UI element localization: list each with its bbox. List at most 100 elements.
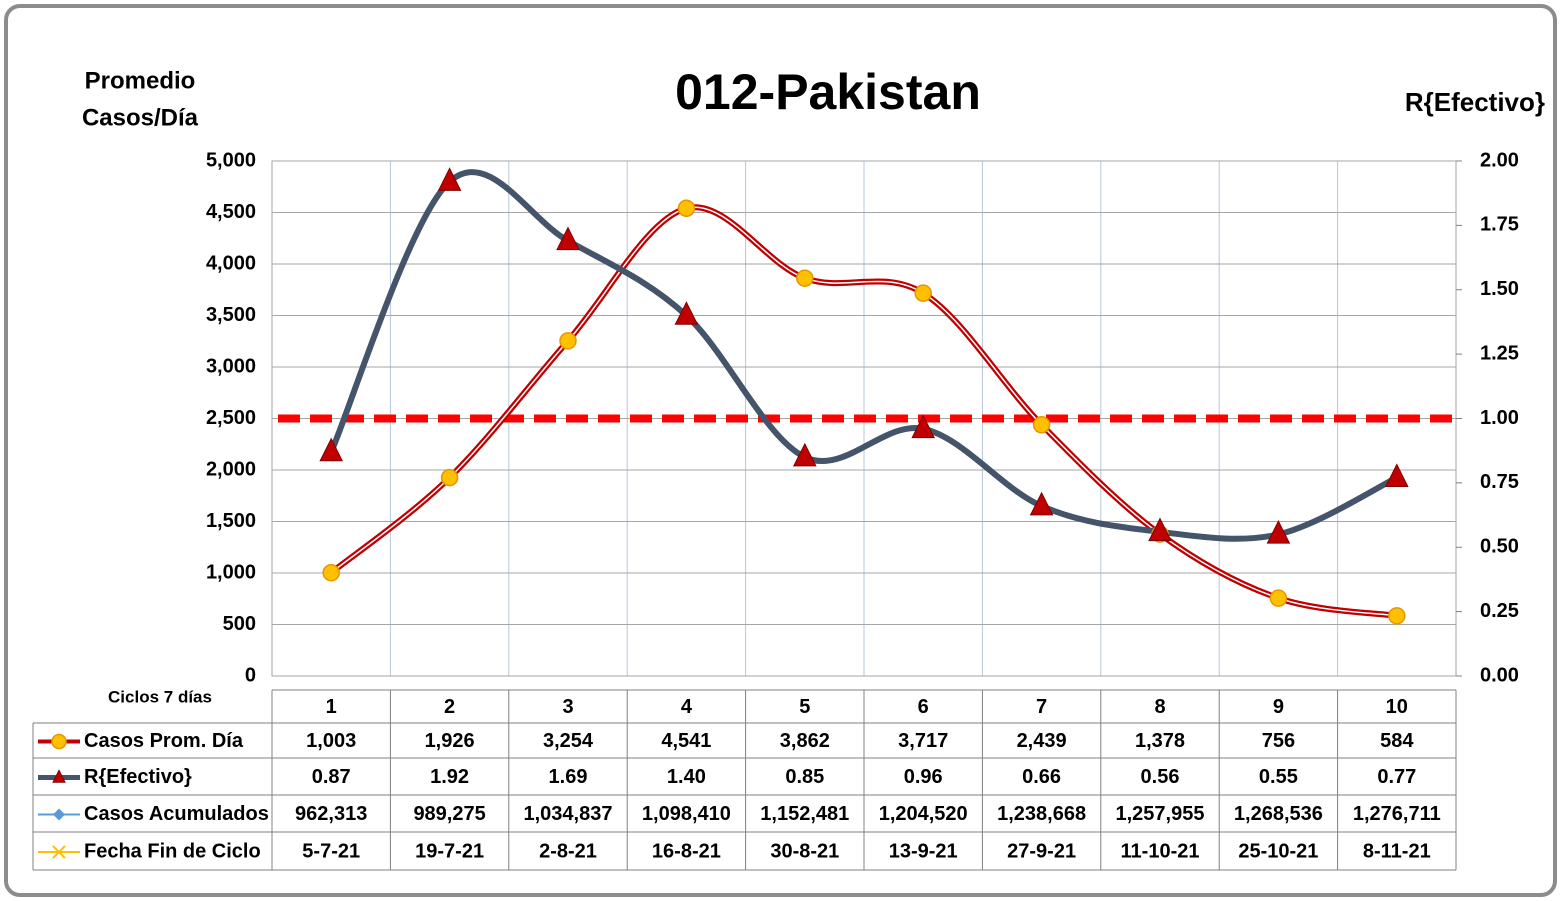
y2-tick-label: 0.25 [1480,600,1519,622]
y-tick-label: 500 [223,613,256,635]
table-cell: 13-9-21 [889,840,958,862]
table-cell: 1,238,668 [997,803,1086,825]
y-tick-label: 4,000 [206,252,256,274]
point-marker [1029,491,1054,516]
table-cell: 1,276,711 [1353,803,1441,825]
legend-label: Fecha Fin de Ciclo [84,840,261,862]
table-cell: 1.92 [430,766,469,788]
point-marker [914,284,932,302]
table-cell: 3,254 [543,730,594,752]
y2-tick-label: 0.00 [1480,664,1519,686]
y2-tick-label: 2.00 [1480,149,1519,171]
table-cell: 1,268,536 [1234,803,1323,825]
y-tick-label: 3,000 [206,355,256,377]
legend-label: R{Efectivo} [84,766,192,788]
series-line-inner [330,206,1397,617]
point-marker [559,332,577,350]
table-cell: 27-9-21 [1007,840,1076,862]
table-cell: 1,098,410 [642,803,731,825]
table-cell: 584 [1380,730,1414,752]
legend-marker [52,769,66,783]
point-marker [440,468,459,487]
chart-title: 012-Pakistan [675,64,981,120]
point-marker [677,199,696,218]
point-marker [1388,607,1406,625]
y-tick-label: 4,500 [206,201,256,223]
legend-label: Casos Acumulados [84,803,269,825]
legend-label: Casos Prom. Día [84,730,244,752]
table-cell: 8-11-21 [1363,840,1431,862]
y2-tick-label: 0.75 [1480,471,1519,493]
y-tick-label: 2,500 [206,407,256,429]
table-cell: 1,926 [425,730,475,752]
table-cell: 1,034,837 [524,803,613,825]
y-tick-label: 1,000 [206,561,256,583]
table-cell: 756 [1262,730,1295,752]
point-marker [1384,463,1409,488]
table-cell: 0.87 [312,766,351,788]
table-cell: 0.56 [1141,766,1180,788]
table-cell: 3,717 [898,730,948,752]
table-cell: 19-7-21 [415,840,484,862]
table-cell: 1,003 [306,730,356,752]
point-marker [911,414,936,439]
y2-tick-label: 0.50 [1480,536,1519,558]
table-label: Ciclos 7 días [108,687,212,706]
table-cell: 1,152,481 [760,803,849,825]
y2-tick-label: 1.00 [1480,407,1519,429]
legend-marker [51,733,67,750]
y-tick-label: 1,500 [206,510,256,532]
table-cell: 30-8-21 [770,840,839,862]
point-marker [674,301,699,325]
point-marker [1266,520,1291,544]
table-cell: 3,862 [780,730,830,752]
y-tick-label: 2,000 [206,458,256,480]
table-cell: 1.40 [667,766,706,788]
table-cell: 1,257,955 [1116,803,1205,825]
x-tick-label: 9 [1273,696,1284,718]
x-tick-label: 10 [1386,696,1408,718]
y-tick-label: 0 [245,664,256,686]
table-cell: 0.55 [1259,766,1298,788]
y2-tick-label: 1.50 [1480,278,1519,300]
point-marker [796,269,814,287]
legend-marker [53,808,65,821]
point-marker [1148,517,1172,542]
table-cell: 25-10-21 [1238,840,1318,862]
y-axis-label: Casos/Día [82,104,199,131]
point-marker [792,442,817,467]
x-tick-label: 2 [444,696,455,718]
point-marker [556,226,580,251]
series-line [328,169,1399,542]
table-cell: 1,378 [1135,730,1185,752]
y2-tick-label: 1.25 [1480,342,1519,364]
y-tick-label: 3,500 [206,304,256,326]
x-tick-label: 3 [562,696,573,718]
table-cell: 0.85 [785,766,824,788]
point-marker [1269,589,1288,607]
y-axis-label: Promedio [85,67,196,94]
x-tick-label: 4 [681,696,693,718]
table-cell: 0.66 [1022,766,1061,788]
table-cell: 0.77 [1377,766,1416,788]
table-cell: 16-8-21 [652,840,721,862]
x-tick-label: 6 [918,696,929,718]
x-tick-label: 7 [1036,696,1047,718]
point-marker [1032,416,1051,434]
table-cell: 962,313 [295,803,367,825]
table-cell: 2-8-21 [539,840,597,862]
y2-tick-label: 1.75 [1480,214,1519,236]
x-tick-label: 1 [326,696,337,718]
y2-axis-label: R{Efectivo} [1405,87,1545,117]
table-cell: 5-7-21 [302,840,360,862]
point-marker [319,437,344,462]
table-cell: 2,439 [1017,730,1067,752]
point-marker [437,167,462,191]
legend-marker [52,845,66,859]
table-cell: 0.96 [904,766,943,788]
point-marker [322,563,340,582]
table-cell: 11-10-21 [1121,840,1200,862]
x-tick-label: 5 [799,696,810,718]
table-cell: 1.69 [549,766,588,788]
table-cell: 1,204,520 [879,803,968,825]
